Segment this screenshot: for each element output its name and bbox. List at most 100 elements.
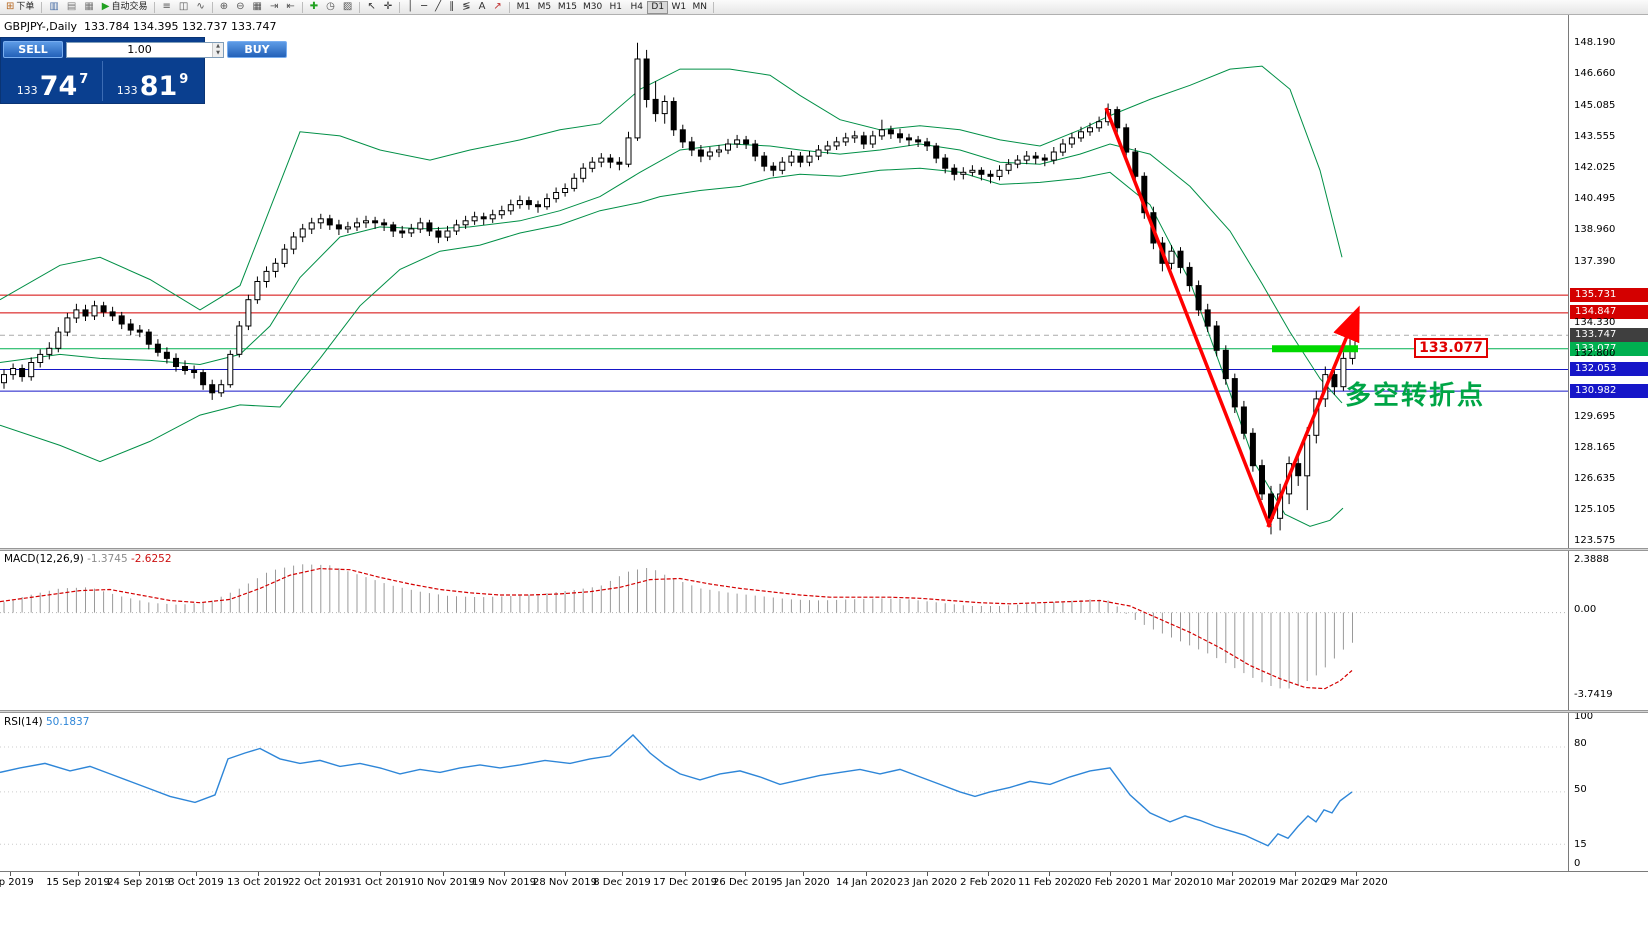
timeframe-h4[interactable]: H4: [626, 1, 647, 14]
toolbar-separator: [713, 1, 715, 13]
horizontal-line-icon[interactable]: ─: [417, 1, 431, 14]
crosshair-icon: ✛: [383, 1, 393, 12]
scale-label-123.575: 123.575: [1574, 535, 1616, 546]
date-label: 20 Feb 2020: [1078, 877, 1142, 888]
scale-label-128.165: 128.165: [1574, 442, 1616, 453]
support-price-tag[interactable]: 133.077: [1414, 338, 1488, 358]
autotrade-icon: ▶: [101, 1, 110, 12]
timeframe-m5[interactable]: M5: [534, 1, 555, 14]
time-tick: [78, 872, 79, 876]
macd-name: MACD(12,26,9): [4, 553, 84, 565]
price-separator: [102, 61, 103, 101]
trendline-icon: ╱: [435, 1, 442, 12]
trend-arrow-2[interactable]: [1266, 305, 1360, 528]
templates-icon[interactable]: ▨: [339, 1, 356, 14]
price-badge-130.982: 130.982: [1570, 384, 1648, 398]
bars-chart-icon[interactable]: ≡: [158, 1, 174, 14]
date-label: Sep 2019: [0, 877, 34, 888]
bid-prefix: 133: [16, 84, 38, 97]
periods-icon[interactable]: ◷: [322, 1, 339, 14]
price-badge-132.053: 132.053: [1570, 362, 1648, 376]
panel-divider-rsi[interactable]: [0, 710, 1648, 713]
chart-window-icon[interactable]: ▥: [45, 1, 62, 14]
scale-label-138.960: 138.960: [1574, 224, 1616, 235]
trendline-icon[interactable]: ╱: [431, 1, 445, 14]
timeframe-mn[interactable]: MN: [689, 1, 710, 14]
cursor-icon[interactable]: ↖: [363, 1, 379, 14]
arrows-icon[interactable]: ↗: [489, 1, 505, 14]
scale-label-146.660: 146.660: [1574, 68, 1616, 79]
scale-label-140.495: 140.495: [1574, 193, 1616, 204]
indicators-icon[interactable]: ✚: [306, 1, 322, 14]
date-label: 13 Oct 2019: [227, 877, 289, 888]
line-chart-icon[interactable]: ∿: [192, 1, 208, 14]
buy-button[interactable]: BUY: [227, 41, 287, 58]
scale-label-0: 0: [1574, 858, 1581, 869]
text-label-icon[interactable]: A: [475, 1, 490, 14]
toolbar-separator: [211, 1, 213, 13]
date-label: 26 Dec 2019: [713, 877, 777, 888]
date-label: 2 Feb 2020: [960, 877, 1016, 888]
rsi-line: [0, 734, 1353, 847]
candlestick-chart-icon: ◫: [178, 1, 189, 12]
time-tick: [927, 872, 928, 876]
market-watch-icon[interactable]: ▦: [80, 1, 97, 14]
timeframe-w1[interactable]: W1: [668, 1, 689, 14]
equidistant-channel-icon[interactable]: ∥: [445, 1, 458, 14]
text-label-icon: A: [478, 1, 486, 12]
bid-price[interactable]: 133 74 7: [3, 61, 102, 101]
scale-label-125.105: 125.105: [1574, 504, 1616, 515]
price-scale[interactable]: 148.190 146.660 145.085 143.555 142.025 140.4…: [1568, 15, 1648, 871]
date-label: 19 Nov 2019: [471, 877, 537, 888]
date-label: 5 Jan 2020: [776, 877, 830, 888]
volume-decrease-button[interactable]: ▼: [213, 49, 223, 57]
main-chart[interactable]: [0, 15, 1568, 549]
ask-big-digits: 81: [139, 70, 178, 102]
volume-spinner: ▲ ▼: [212, 42, 223, 57]
chart-shift-icon[interactable]: ⇤: [282, 1, 298, 14]
macd-panel[interactable]: [0, 551, 1568, 711]
time-tick: [504, 872, 505, 876]
crosshair-icon[interactable]: ✛: [380, 1, 396, 14]
scale-label-2.3888: 2.3888: [1574, 554, 1609, 565]
zoom-in-icon[interactable]: ⊕: [216, 1, 232, 14]
auto-scroll-icon[interactable]: ⇥: [266, 1, 282, 14]
volume-input[interactable]: [67, 42, 212, 57]
scale-label-143.555: 143.555: [1574, 131, 1616, 142]
fibonacci-icon: ≶: [462, 1, 471, 12]
market-watch-icon: ▦: [84, 1, 94, 12]
ask-price[interactable]: 133 81 9: [103, 61, 202, 101]
toolbar-separator: [399, 1, 401, 13]
autotrade-button-label: 自动交易: [111, 1, 148, 12]
price-badge-135.731: 135.731: [1570, 288, 1648, 302]
panel-divider-macd[interactable]: [0, 548, 1648, 551]
fibonacci-icon[interactable]: ≶: [458, 1, 474, 14]
scale-label-126.635: 126.635: [1574, 473, 1616, 484]
zoom-out-icon[interactable]: ⊖: [232, 1, 248, 14]
trend-arrow-1[interactable]: [1104, 107, 1272, 528]
timeframe-d1[interactable]: D1: [647, 0, 669, 14]
candlestick-chart-icon[interactable]: ◫: [175, 1, 192, 14]
timeframe-m30[interactable]: M30: [580, 1, 605, 14]
new-order-button[interactable]: ⊞ 下单: [2, 1, 38, 14]
new-order-icon: ⊞: [6, 1, 15, 12]
timeframe-h1[interactable]: H1: [605, 1, 626, 14]
price-badge-133.747: 133.747: [1570, 328, 1648, 342]
bollinger-upper-band: [0, 65, 1343, 311]
rsi-panel[interactable]: [0, 714, 1568, 871]
ask-prefix: 133: [116, 84, 138, 97]
tile-windows-icon[interactable]: ▦: [249, 1, 266, 14]
timeframe-m1[interactable]: M1: [513, 1, 534, 14]
profiles-icon[interactable]: ▤: [63, 1, 80, 14]
autotrade-button[interactable]: ▶ 自动交易: [98, 1, 152, 14]
timeframe-m15[interactable]: M15: [555, 1, 580, 14]
turning-point-annotation[interactable]: 多空转折点: [1345, 381, 1486, 411]
time-tick: [1110, 872, 1111, 876]
sell-button[interactable]: SELL: [3, 41, 63, 58]
time-tick: [1049, 872, 1050, 876]
vertical-line-icon[interactable]: │: [403, 1, 417, 14]
toolbar: ⊞ 下单 ▥ ▤ ▦ ▶ 自动交易 ≡ ◫ ∿ ⊕ ⊖ ▦ ⇥ ⇤ ✚ ◷ ▨ ↖ ✛ │ ─ ╱ ∥ ≶ A ↗ M1 M5 M15 M3…: [0, 0, 1648, 15]
volume-increase-button[interactable]: ▲: [213, 42, 223, 50]
date-label: 29 Mar 2020: [1324, 877, 1388, 888]
